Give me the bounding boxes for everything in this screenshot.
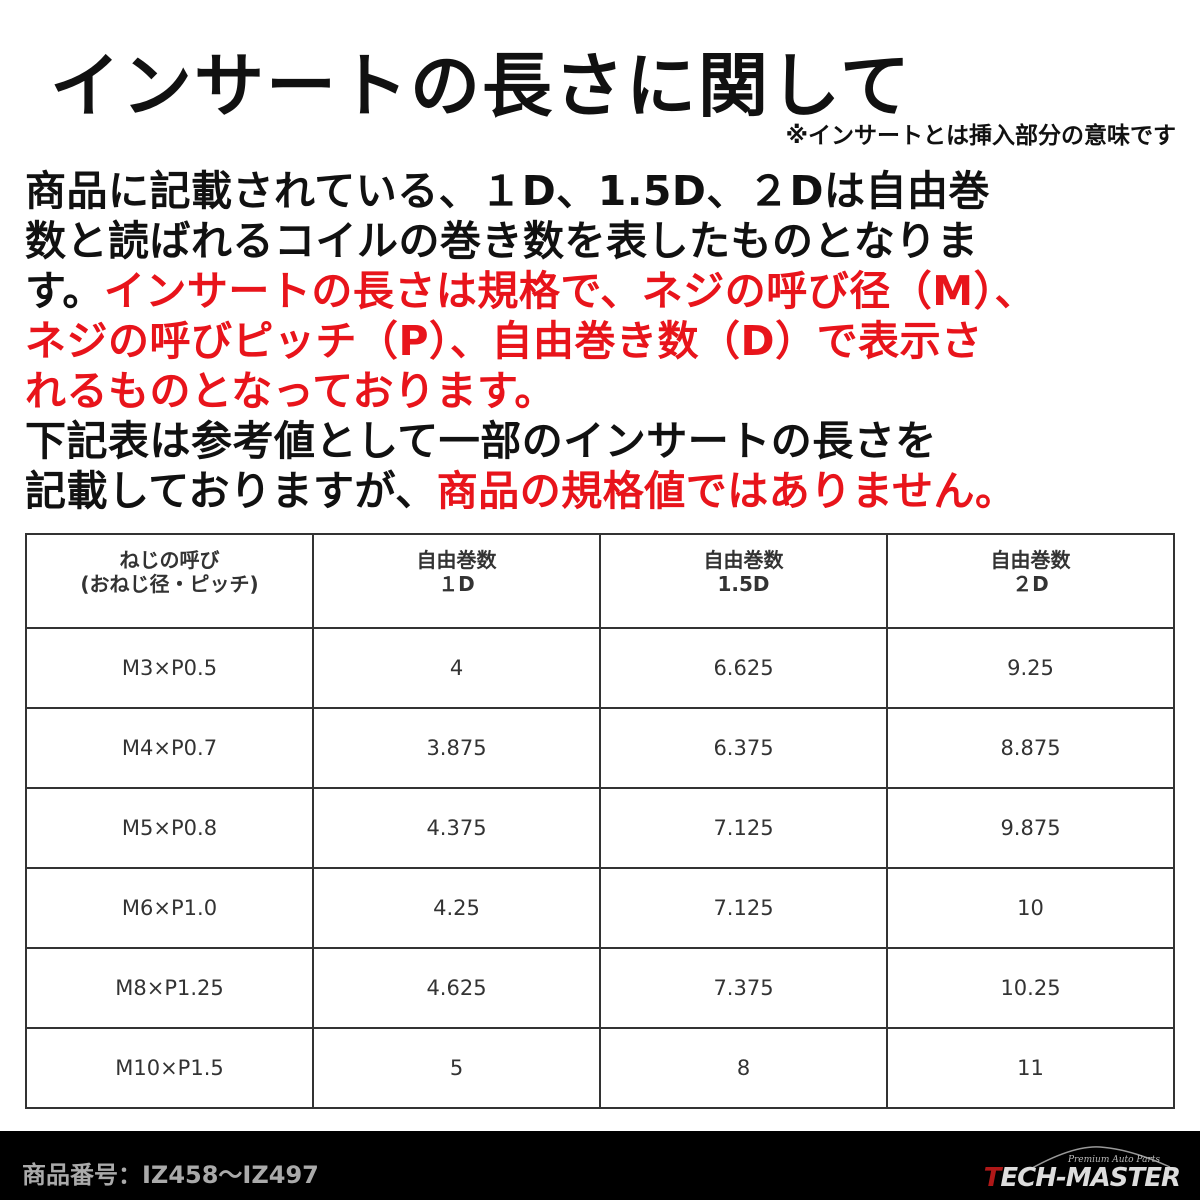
column-header: 自由巻数 １D [312, 533, 601, 629]
table-cell: 4.375 [312, 787, 601, 869]
table-cell: M5×P0.8 [25, 787, 314, 869]
footer: 商品番号：IZ458～IZ497 Premium Auto Parts TECH… [0, 1131, 1200, 1200]
header-text: 自由巻数 [990, 548, 1071, 572]
table-cell: 6.625 [599, 627, 888, 709]
line: す。インサートの長さは規格で、ネジの呼び径（M）、 [25, 266, 1036, 316]
header-text: 1.5D [717, 572, 770, 596]
column-header: 自由巻数 1.5D [599, 533, 888, 629]
table-cell: M8×P1.25 [25, 947, 314, 1029]
table-cell: 9.875 [886, 787, 1175, 869]
line: 記載しておりますが、商品の規格値ではありません。 [25, 466, 1036, 516]
table-cell: 10 [886, 867, 1175, 949]
tech-master-logo: Premium Auto Parts TECH-MASTER [980, 1137, 1181, 1197]
insert-length-table: ねじの呼び (おねじ径・ピッチ) 自由巻数 １D 自由巻数 1.5D 自由巻数 ２D M3×P… [25, 533, 1175, 1109]
table-cell: M3×P0.5 [25, 627, 314, 709]
table-row: M6×P1.0 4.25 7.125 10 [25, 867, 1175, 949]
table-cell: 8.875 [886, 707, 1175, 789]
table-cell: M6×P1.0 [25, 867, 314, 949]
page-title: インサートの長さに関して [50, 45, 912, 127]
table-cell: 3.875 [312, 707, 601, 789]
header-text: 自由巻数 [703, 548, 784, 572]
header-text: １D [438, 572, 475, 596]
highlight-text: インサートの長さは規格で、ネジの呼び径（M）、 [103, 267, 1037, 315]
insert-note: ※インサートとは挿入部分の意味です [785, 123, 1176, 149]
table-cell: 4 [312, 627, 601, 709]
line: 商品に記載されている、１D、1.5D、２Dは自由巻 [25, 167, 990, 215]
table-cell: 7.375 [599, 947, 888, 1029]
table-cell: 11 [886, 1027, 1175, 1109]
logo-text: TECH-MASTER [983, 1163, 1181, 1193]
table-cell: 9.25 [886, 627, 1175, 709]
table-cell: 4.625 [312, 947, 601, 1029]
header-text: 自由巻数 [416, 548, 497, 572]
header-text: (おねじ径・ピッチ) [80, 572, 259, 596]
table-cell: 5 [312, 1027, 601, 1109]
logo-subtitle: Premium Auto Parts [1067, 1155, 1160, 1165]
line: 下記表は参考値として一部のインサートの長さを [25, 417, 937, 465]
table-cell: M4×P0.7 [25, 707, 314, 789]
table-row: M4×P0.7 3.875 6.375 8.875 [25, 707, 1175, 789]
table-cell: M10×P1.5 [25, 1027, 314, 1109]
table-row: M5×P0.8 4.375 7.125 9.875 [25, 787, 1175, 869]
table-row: M8×P1.25 4.625 7.375 10.25 [25, 947, 1175, 1029]
table-header-row: ねじの呼び (おねじ径・ピッチ) 自由巻数 １D 自由巻数 1.5D 自由巻数 ２D [25, 533, 1175, 629]
highlight-line: ネジの呼びピッチ（P）、自由巻き数（D）で表示さ [25, 317, 983, 365]
highlight-line: れるものとなっております。 [25, 367, 556, 415]
text: 記載しておりますが、 [25, 467, 437, 515]
table-cell: 10.25 [886, 947, 1175, 1029]
header-text: ねじの呼び [119, 548, 220, 572]
text: す。 [25, 267, 104, 315]
table-row: M3×P0.5 4 6.625 9.25 [25, 627, 1175, 709]
table-cell: 7.125 [599, 867, 888, 949]
table-cell: 8 [599, 1027, 888, 1109]
table-cell: 7.125 [599, 787, 888, 869]
highlight-text: 商品の規格値ではありません。 [436, 467, 1017, 515]
table-row: M10×P1.5 5 8 11 [25, 1027, 1175, 1109]
car-silhouette-icon [1019, 1146, 1171, 1176]
product-code: 商品番号：IZ458～IZ497 [22, 1161, 319, 1189]
column-header: 自由巻数 ２D [886, 533, 1175, 629]
table-cell: 6.375 [599, 707, 888, 789]
column-header: ねじの呼び (おねじ径・ピッチ) [25, 533, 314, 629]
line: 数と読ばれるコイルの巻き数を表したものとなりま [25, 217, 979, 265]
table-cell: 4.25 [312, 867, 601, 949]
header-text: ２D [1012, 572, 1049, 596]
description-paragraph: 商品に記載されている、１D、1.5D、２Dは自由巻 数と読ばれるコイルの巻き数を… [25, 166, 1036, 516]
